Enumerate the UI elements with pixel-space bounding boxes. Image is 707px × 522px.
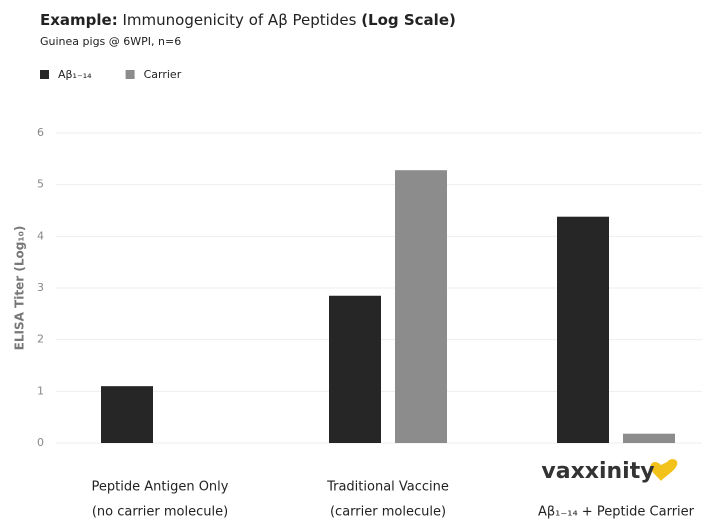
bar [623,433,675,443]
y-tick-label: 0 [37,436,44,449]
title-part: (Log Scale) [361,11,456,29]
y-tick-label: 6 [37,126,44,139]
legend-label: Aβ₁₋₁₄ [58,68,92,81]
legend-swatch [125,70,135,79]
title-part: Example: [40,11,118,29]
legend-swatch [40,70,49,79]
chart-title: Example: Immunogenicity of Aβ Peptides (… [40,11,456,29]
bar [395,170,447,443]
y-tick-label: 2 [37,333,44,346]
y-tick-label: 5 [37,178,44,191]
x-tick-label: Aβ₁₋₁₄ + Peptide Carrier [538,505,695,520]
y-tick-label: 1 [37,384,44,397]
legend-label: Carrier [144,68,182,81]
x-tick-label: Peptide Antigen Only [92,480,229,495]
title-part: Immunogenicity of Aβ Peptides [118,11,361,29]
y-tick-label: 3 [37,281,44,294]
bar [101,386,153,443]
chart-subtitle: Guinea pigs @ 6WPI, n=6 [40,35,181,48]
y-tick-label: 4 [37,229,44,242]
bar [329,295,381,443]
y-axis-label: ELISA Titer (Log₁₀) [13,226,27,351]
x-tick-label: (no carrier molecule) [92,505,228,520]
x-tick-label: (carrier molecule) [330,505,446,520]
logo-text: vaxxinity [541,459,654,484]
x-tick-label: Traditional Vaccine [326,480,449,495]
bar [557,216,609,443]
logo-heart [650,459,678,481]
